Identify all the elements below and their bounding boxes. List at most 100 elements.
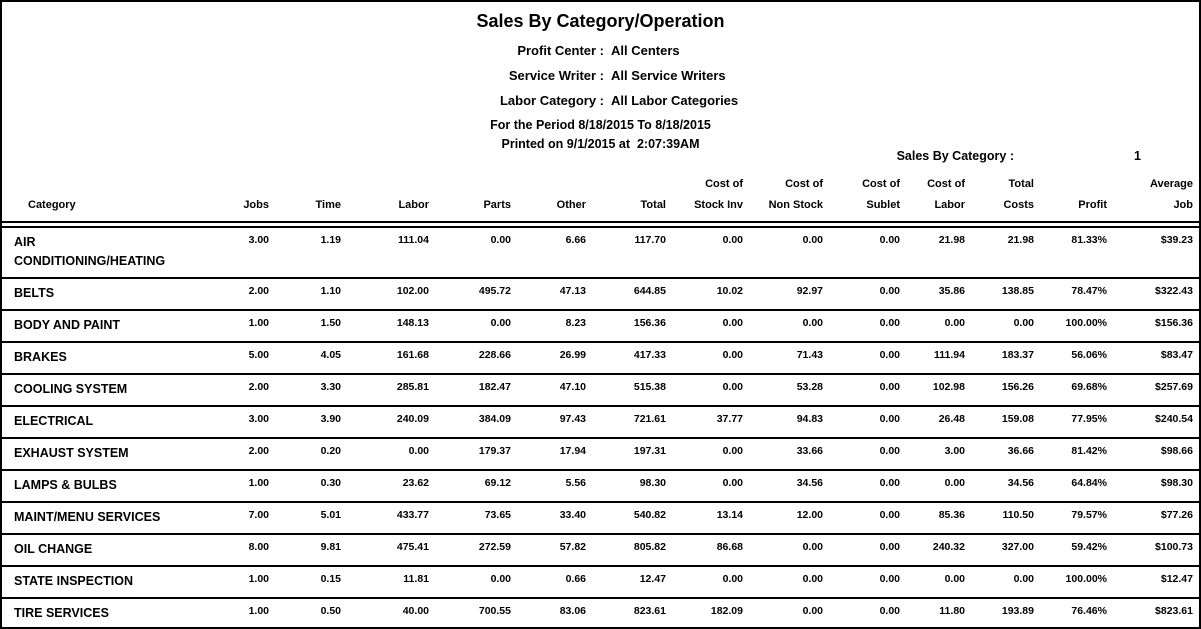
category-cell: ELECTRICAL <box>2 406 212 439</box>
printed-line: Printed on 9/1/2015 at 2:07:39AM <box>501 137 700 151</box>
value-cell: 0.15 <box>275 566 347 599</box>
table-row: MAINT/MENU SERVICES 7.00 5.01 433.77 73.65 33… <box>2 502 1199 535</box>
column-header-line2: Stock Inv <box>694 199 743 211</box>
table-row: BELTS 2.00 1.10 102.00 495.72 47.13 644.85 10.0… <box>2 278 1199 311</box>
column-header: Cost of Non Stock <box>749 156 829 228</box>
page-count-label: Sales By Category : <box>896 149 1014 163</box>
value-cell: 417.33 <box>592 342 672 375</box>
value-cell: 805.82 <box>592 534 672 567</box>
period-line: For the Period 8/18/2015 To 8/18/2015 <box>490 118 711 132</box>
value-cell: 2.00 <box>212 278 275 311</box>
column-header-line1: Cost of <box>785 178 823 190</box>
value-cell: $98.66 <box>1113 438 1199 471</box>
column-header-line2: Sublet <box>866 199 900 211</box>
table-row: EXHAUST SYSTEM 2.00 0.20 0.00 179.37 17.94 197… <box>2 438 1199 471</box>
filter-value: All Labor Categories <box>611 93 739 108</box>
value-cell: 823.61 <box>592 598 672 627</box>
column-header-line2: Other <box>556 199 586 211</box>
column-header: Cost of Sublet <box>829 156 906 228</box>
value-cell: 495.72 <box>435 278 517 311</box>
column-header: Total <box>592 156 672 228</box>
value-cell: 148.13 <box>347 310 435 343</box>
filter-value: All Service Writers <box>611 68 726 83</box>
value-cell: 69.12 <box>435 470 517 503</box>
column-header-line2: Labor <box>398 199 429 211</box>
value-cell: 47.13 <box>517 278 592 311</box>
value-cell: 3.90 <box>275 406 347 439</box>
value-cell: 285.81 <box>347 374 435 407</box>
value-cell: 0.00 <box>672 310 749 343</box>
value-cell: 0.00 <box>829 502 906 535</box>
column-header-line2: Category <box>28 199 76 211</box>
value-cell: 94.83 <box>749 406 829 439</box>
value-cell: $100.73 <box>1113 534 1199 567</box>
value-cell: 0.00 <box>672 342 749 375</box>
category-cell: BRAKES <box>2 342 212 375</box>
value-cell: 0.00 <box>829 224 906 279</box>
value-cell: 26.48 <box>906 406 971 439</box>
value-cell: 0.00 <box>749 598 829 627</box>
value-cell: 515.38 <box>592 374 672 407</box>
value-cell: 36.66 <box>971 438 1040 471</box>
value-cell: 0.50 <box>275 598 347 627</box>
sales-table: Category Jobs Time Labor Parts Other Total Cost… <box>2 156 1199 627</box>
value-cell: 161.68 <box>347 342 435 375</box>
value-cell: 2.00 <box>212 438 275 471</box>
value-cell: 53.28 <box>749 374 829 407</box>
value-cell: 0.00 <box>829 374 906 407</box>
column-header: Category <box>2 156 212 228</box>
table-row: STATE INSPECTION 1.00 0.15 11.81 0.00 0.66 12.… <box>2 566 1199 599</box>
value-cell: 0.00 <box>672 224 749 279</box>
category-cell: LAMPS & BULBS <box>2 470 212 503</box>
value-cell: $240.54 <box>1113 406 1199 439</box>
filter-profit-center: Profit Center : All Centers <box>2 38 1199 63</box>
value-cell: 433.77 <box>347 502 435 535</box>
column-header: Cost of Labor <box>906 156 971 228</box>
value-cell: 240.32 <box>906 534 971 567</box>
page-number: 1 <box>1134 149 1141 163</box>
value-cell: $257.69 <box>1113 374 1199 407</box>
table-row: ELECTRICAL 3.00 3.90 240.09 384.09 97.43 721.6… <box>2 406 1199 439</box>
value-cell: 475.41 <box>347 534 435 567</box>
value-cell: 272.59 <box>435 534 517 567</box>
value-cell: 5.01 <box>275 502 347 535</box>
value-cell: 34.56 <box>971 470 1040 503</box>
value-cell: 110.50 <box>971 502 1040 535</box>
value-cell: 0.00 <box>829 310 906 343</box>
value-cell: 179.37 <box>435 438 517 471</box>
value-cell: 57.82 <box>517 534 592 567</box>
value-cell: 0.00 <box>672 566 749 599</box>
value-cell: 0.00 <box>829 470 906 503</box>
value-cell: 76.46% <box>1040 598 1113 627</box>
table-row: TIRE SERVICES 1.00 0.50 40.00 700.55 83.06 823… <box>2 598 1199 627</box>
value-cell: 102.98 <box>906 374 971 407</box>
value-cell: 1.50 <box>275 310 347 343</box>
value-cell: 17.94 <box>517 438 592 471</box>
value-cell: 3.00 <box>906 438 971 471</box>
value-cell: 0.00 <box>829 406 906 439</box>
column-header-line1: Total <box>1008 178 1034 190</box>
value-cell: 56.06% <box>1040 342 1113 375</box>
value-cell: 5.56 <box>517 470 592 503</box>
value-cell: 5.00 <box>212 342 275 375</box>
column-header-line2: Labor <box>934 199 965 211</box>
value-cell: 0.00 <box>749 566 829 599</box>
value-cell: 102.00 <box>347 278 435 311</box>
value-cell: 138.85 <box>971 278 1040 311</box>
category-cell: EXHAUST SYSTEM <box>2 438 212 471</box>
report-title: Sales By Category/Operation <box>476 11 725 31</box>
value-cell: 1.00 <box>212 470 275 503</box>
value-cell: $156.36 <box>1113 310 1199 343</box>
value-cell: 1.19 <box>275 224 347 279</box>
value-cell: 34.56 <box>749 470 829 503</box>
value-cell: 8.00 <box>212 534 275 567</box>
value-cell: 3.00 <box>212 224 275 279</box>
value-cell: 182.09 <box>672 598 749 627</box>
value-cell: 37.77 <box>672 406 749 439</box>
value-cell: 721.61 <box>592 406 672 439</box>
value-cell: 156.36 <box>592 310 672 343</box>
value-cell: 0.00 <box>829 566 906 599</box>
filter-label: Service Writer : <box>508 68 604 83</box>
page-count-line: Sales By Category : 1 <box>2 149 1199 167</box>
